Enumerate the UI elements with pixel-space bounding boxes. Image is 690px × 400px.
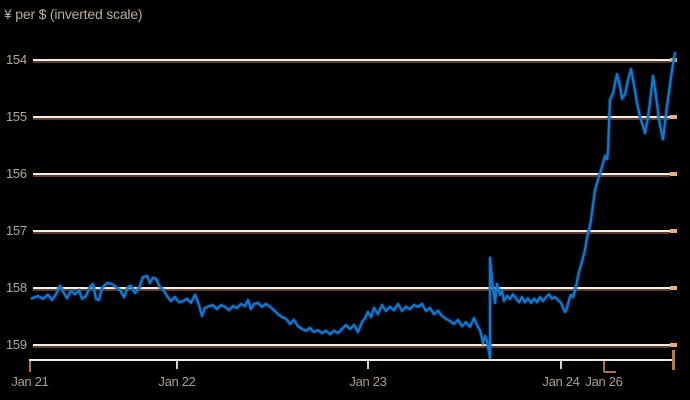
y-axis-label: 157 — [6, 223, 27, 238]
gridline-159 — [33, 343, 677, 347]
gridline-155 — [33, 115, 677, 119]
gridline-end-cap — [670, 115, 677, 119]
gridline-end-cap — [670, 343, 677, 347]
y-axis-label: 154 — [6, 52, 27, 67]
y-axis-label: 156 — [6, 166, 27, 181]
gridline-end-cap — [670, 286, 677, 290]
axis-end-marker — [672, 350, 675, 370]
x-axis-label: Jan 26 — [585, 374, 623, 389]
x-tick-jan-21 — [29, 361, 31, 372]
x-axis-label: Jan 21 — [11, 374, 49, 389]
x-axis-label: Jan 23 — [349, 374, 387, 389]
y-axis-label: 158 — [6, 280, 27, 295]
y-axis-label: 159 — [6, 337, 27, 352]
price-line-halo — [29, 50, 678, 361]
x-tick-jan-23 — [367, 361, 369, 369]
gridline-end-cap — [670, 172, 677, 176]
x-axis-label: Jan 22 — [158, 374, 196, 389]
x-tick-jan-24 — [560, 361, 562, 369]
gridline-158 — [33, 286, 677, 290]
gridline-end-cap — [670, 229, 677, 233]
y-axis-label: 155 — [6, 109, 27, 124]
gridline-156 — [33, 172, 677, 176]
x-tick-jan-26 — [603, 361, 616, 373]
gridline-157 — [33, 229, 677, 233]
x-axis-line — [29, 359, 673, 361]
price-line — [30, 52, 677, 360]
x-tick-jan-22 — [176, 361, 178, 369]
chart-title: ¥ per $ (inverted scale) — [4, 6, 143, 22]
x-axis-label: Jan 24 — [542, 374, 580, 389]
x-tick-foot — [604, 371, 616, 373]
